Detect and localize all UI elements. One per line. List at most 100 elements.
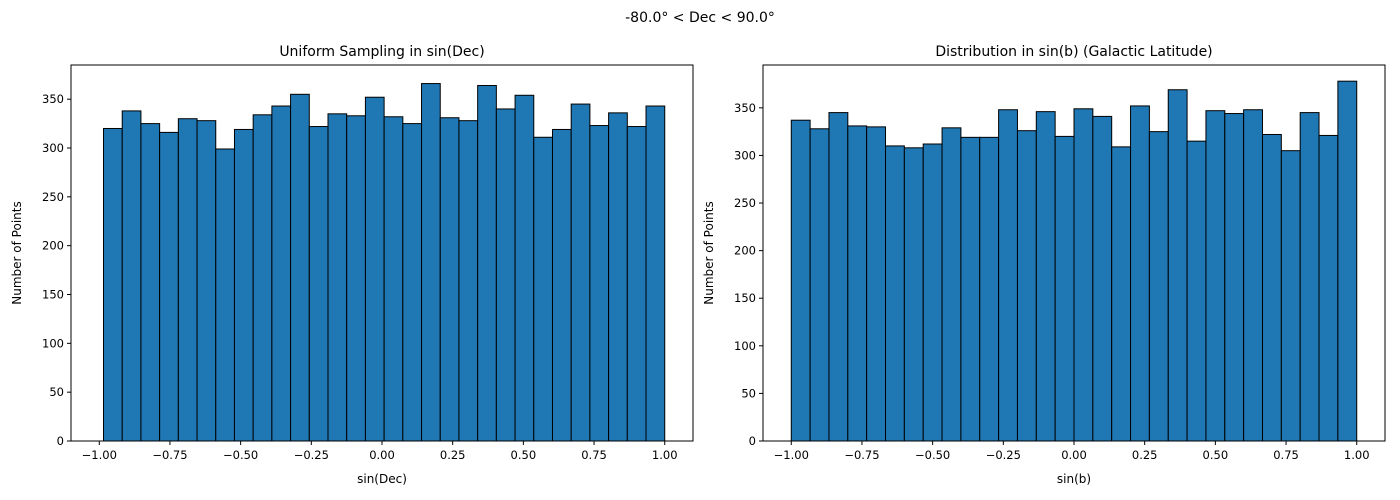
histogram-bar — [439, 117, 460, 442]
histogram-bar — [1261, 133, 1282, 442]
x-tick-label: −0.75 — [152, 448, 187, 462]
x-tick-label: 1.00 — [1344, 448, 1370, 462]
histogram-bar — [960, 136, 981, 442]
x-tick-label: 0.50 — [1203, 448, 1229, 462]
histogram-bar — [327, 113, 348, 442]
histogram-bar — [177, 118, 198, 442]
histogram-bar — [828, 112, 849, 442]
x-tick-label: −1.00 — [774, 448, 809, 462]
histogram-bar — [215, 148, 235, 442]
histogram-bar — [1224, 113, 1245, 442]
y-axis-label: Number of Points — [10, 201, 24, 304]
histogram-bar — [233, 128, 254, 442]
histogram-bar — [346, 115, 366, 442]
histogram-bar — [1016, 130, 1037, 442]
x-tick-label: −1.00 — [82, 448, 117, 462]
histogram-bar — [1167, 89, 1188, 442]
histogram-bar — [290, 93, 310, 442]
histogram-bar — [271, 105, 292, 442]
y-tick-label: 0 — [57, 434, 64, 448]
histogram-bar — [570, 103, 591, 442]
figure-suptitle: -80.0° < Dec < 90.0° — [625, 10, 775, 26]
x-tick-label: −0.50 — [915, 448, 950, 462]
y-tick-label: 250 — [42, 190, 64, 204]
histogram-bar — [809, 128, 830, 442]
x-tick-label: 0.75 — [1273, 448, 1299, 462]
y-tick-label: 350 — [734, 101, 756, 115]
histogram-bar — [103, 127, 123, 442]
histogram-bar — [1148, 131, 1169, 442]
histogram-bar — [1337, 80, 1358, 442]
histogram-bar — [922, 143, 943, 442]
histogram-bar — [1243, 109, 1263, 442]
histogram-bar — [626, 126, 647, 442]
histogram-bar — [1318, 134, 1339, 442]
histogram-bar — [121, 110, 142, 442]
histogram-bar — [979, 136, 1000, 442]
x-tick-label: 1.00 — [652, 448, 678, 462]
y-axis-label: Number of Points — [702, 201, 716, 304]
histogram-bar — [645, 105, 666, 442]
histogram-bar — [477, 85, 497, 442]
histogram-bar — [1186, 140, 1207, 442]
histogram-bar — [941, 127, 962, 442]
ticks: −1.00 −0.75 −0.50 −0.25 0.00 0.25 0.50 0.75 1.00… — [42, 92, 677, 462]
histogram-bar — [196, 120, 217, 442]
histogram-bar — [514, 94, 535, 442]
histogram-panel-sin-b: Distribution in sin(b) (Galactic Latitud… — [702, 44, 1386, 486]
histogram-bar — [421, 83, 441, 442]
x-tick-label: 0.25 — [440, 448, 466, 462]
x-tick-label: −0.75 — [844, 448, 879, 462]
histogram-bar — [608, 112, 628, 442]
histogram-bar — [1130, 105, 1150, 442]
histogram-bar — [252, 114, 273, 442]
y-tick-label: 200 — [734, 244, 756, 258]
x-axis-label: sin(Dec) — [357, 472, 407, 486]
bars — [103, 83, 666, 442]
histogram-bar — [1054, 135, 1075, 442]
histogram-bar — [402, 123, 423, 442]
y-tick-label: 0 — [749, 434, 756, 448]
y-tick-label: 150 — [42, 288, 64, 302]
histogram-bar — [159, 131, 179, 442]
histogram-bar — [866, 126, 887, 442]
x-tick-label: 0.00 — [369, 448, 395, 462]
histogram-bar — [458, 120, 479, 442]
histogram-bar — [790, 119, 811, 442]
x-tick-label: −0.25 — [294, 448, 329, 462]
histogram-bar — [364, 96, 385, 442]
histogram-bar — [551, 128, 572, 442]
y-tick-label: 100 — [734, 339, 756, 353]
histogram-bar — [495, 108, 516, 442]
y-tick-label: 250 — [734, 196, 756, 210]
y-tick-label: 100 — [42, 336, 64, 350]
histogram-bar — [1111, 146, 1132, 442]
panel-title: Distribution in sin(b) (Galactic Latitud… — [935, 44, 1212, 60]
histogram-bar — [589, 125, 610, 442]
histogram-bar — [308, 126, 329, 442]
histogram-bar — [1073, 108, 1094, 442]
histogram-bar — [885, 145, 905, 442]
x-tick-label: −0.50 — [223, 448, 258, 462]
x-tick-label: 0.25 — [1132, 448, 1158, 462]
histogram-bar — [998, 109, 1018, 442]
histogram-bar — [1280, 150, 1301, 442]
axes-frame — [70, 64, 694, 442]
y-tick-label: 200 — [42, 239, 64, 253]
histogram-bar — [533, 136, 553, 442]
x-axis-label: sin(b) — [1057, 472, 1091, 486]
axes-frame — [762, 64, 1386, 442]
histogram-bar — [140, 123, 161, 442]
y-tick-label: 300 — [42, 141, 64, 155]
bars — [790, 80, 1358, 442]
panel-title: Uniform Sampling in sin(Dec) — [279, 44, 484, 60]
histogram-bar — [903, 147, 924, 442]
x-tick-label: −0.25 — [986, 448, 1021, 462]
histogram-bar — [1035, 111, 1056, 442]
histogram-bar — [383, 116, 404, 442]
histogram-panel-sin-dec: Uniform Sampling in sin(Dec) sin(Dec) Nu… — [10, 44, 694, 486]
histogram-bar — [847, 125, 868, 442]
histogram-bar — [1092, 115, 1113, 442]
x-tick-label: 0.50 — [511, 448, 537, 462]
